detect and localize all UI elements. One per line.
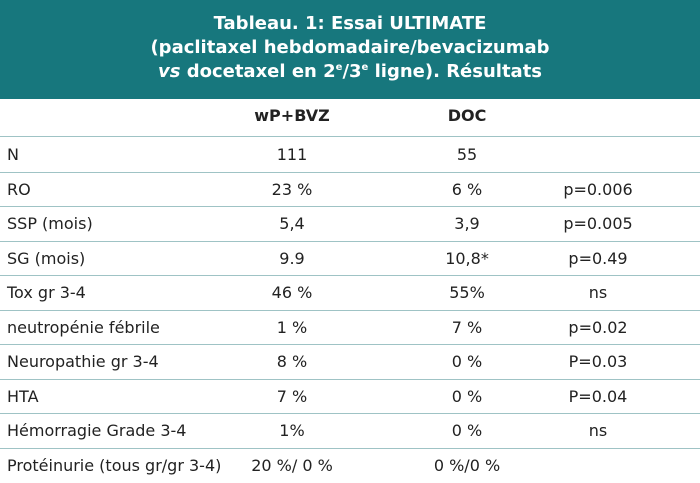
cell-value: 6 % (451, 179, 483, 199)
rule (0, 136, 700, 137)
cell-value: 0 % (451, 352, 483, 371)
cell-value: 8 % (276, 352, 308, 371)
cell-value: p=0.005 (563, 214, 633, 233)
row-label: Tox gr 3-4 (7, 283, 86, 302)
rule (0, 275, 700, 276)
title-line: (paclitaxel hebdomadaire/bevacizumab (150, 37, 550, 58)
cell-value: 3,9 (454, 214, 480, 233)
cell-value: 46 % (271, 283, 313, 302)
title-part: e (361, 62, 369, 73)
cell-value: P=0.03 (568, 352, 628, 371)
rule (0, 309, 700, 311)
title-part: /3 (342, 61, 362, 82)
cell-value: 55 (456, 145, 478, 164)
rule (0, 97, 700, 99)
cell-value: 7 % (451, 317, 483, 337)
cell-value: 0 % (451, 386, 483, 406)
cell-value: p=0.02 (568, 317, 628, 337)
rule (0, 206, 700, 207)
title-part: e (335, 62, 343, 73)
table-title: Tableau. 1: Essai ULTIMATE (paclitaxel h… (0, 0, 700, 97)
rule (0, 378, 700, 380)
cell-value: 111 (276, 145, 308, 164)
cell-value: 1 % (276, 317, 308, 337)
cell-value: 7 % (276, 386, 308, 406)
rule (0, 171, 700, 173)
row-label: Hémorragie Grade 3-4 (7, 421, 187, 440)
cell-value: ns (588, 421, 608, 440)
row-label: SG (mois) (7, 248, 86, 268)
cell-value: ns (588, 283, 608, 302)
row-label: Protéinurie (tous gr/gr 3-4) (7, 455, 222, 475)
cell-value: P=0.04 (568, 386, 628, 406)
rule (0, 240, 700, 242)
cell-value: 23 % (271, 179, 313, 199)
title-line: Tableau. 1: Essai ULTIMATE (213, 13, 487, 34)
rule (0, 447, 700, 449)
row-label: HTA (7, 386, 39, 406)
row-label: SSP (mois) (7, 214, 93, 233)
row-label: N (7, 145, 19, 164)
cell-value: 9.9 (279, 248, 305, 268)
cell-value: 0 % (451, 421, 483, 440)
title-part: docetaxel en 2 (180, 61, 336, 82)
rule (0, 344, 700, 345)
row-label: RO (7, 179, 31, 199)
title-line: vs docetaxel en 2e/3e ligne). Résultats (0, 60, 700, 84)
cell-value: 20 %/ 0 % (251, 455, 333, 475)
title-part: ligne). Résultats (368, 61, 543, 82)
cell-value: 10,8* (445, 248, 489, 268)
cell-value: 0 %/0 % (433, 455, 501, 475)
cell-value: 1% (279, 421, 305, 440)
title-part: vs (157, 61, 181, 82)
row-label: Neuropathie gr 3-4 (7, 352, 159, 371)
column-header: wP+BVZ (254, 106, 330, 125)
rule (0, 413, 700, 414)
cell-value: 5,4 (279, 214, 305, 233)
column-header: DOC (447, 106, 487, 125)
row-label: neutropénie fébrile (7, 317, 160, 337)
cell-value: p=0.49 (568, 248, 628, 268)
cell-value: 55% (449, 283, 485, 302)
cell-value: p=0.006 (563, 179, 633, 199)
